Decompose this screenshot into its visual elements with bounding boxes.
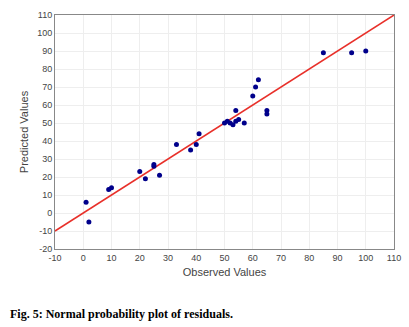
svg-text:0: 0 xyxy=(47,208,52,218)
svg-text:110: 110 xyxy=(387,253,401,263)
svg-text:20: 20 xyxy=(42,172,52,182)
svg-text:40: 40 xyxy=(42,136,52,146)
svg-text:110: 110 xyxy=(38,10,52,20)
svg-text:10: 10 xyxy=(106,253,116,263)
svg-text:Observed Values: Observed Values xyxy=(183,266,267,278)
svg-text:40: 40 xyxy=(191,253,201,263)
svg-text:70: 70 xyxy=(276,253,286,263)
svg-text:10: 10 xyxy=(42,190,52,200)
svg-text:50: 50 xyxy=(42,118,52,128)
svg-text:-10: -10 xyxy=(48,253,61,263)
svg-text:50: 50 xyxy=(219,253,229,263)
svg-text:30: 30 xyxy=(163,253,173,263)
svg-text:20: 20 xyxy=(135,253,145,263)
svg-text:80: 80 xyxy=(304,253,314,263)
svg-text:0: 0 xyxy=(81,253,86,263)
svg-text:90: 90 xyxy=(332,253,342,263)
svg-text:60: 60 xyxy=(42,100,52,110)
svg-text:Fig. 5: Normal probability plo: Fig. 5: Normal probability plot of resid… xyxy=(10,307,233,321)
svg-text:Predicted Values: Predicted Values xyxy=(18,90,30,173)
svg-text:60: 60 xyxy=(248,253,258,263)
svg-text:30: 30 xyxy=(42,154,52,164)
svg-text:-20: -20 xyxy=(39,244,52,254)
svg-text:100: 100 xyxy=(358,253,373,263)
svg-text:-10: -10 xyxy=(39,226,52,236)
svg-text:100: 100 xyxy=(37,28,52,38)
svg-text:80: 80 xyxy=(42,64,52,74)
svg-text:90: 90 xyxy=(42,46,52,56)
svg-text:70: 70 xyxy=(42,82,52,92)
